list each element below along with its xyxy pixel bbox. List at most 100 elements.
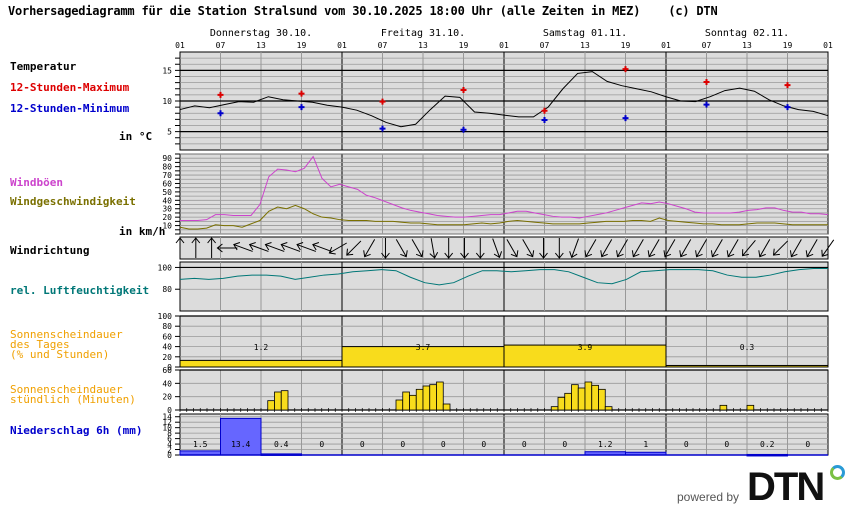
wind-arrow-icon <box>429 238 439 259</box>
hour-tick-label: 01 <box>337 41 347 50</box>
sunshine-hour-bar <box>422 385 431 411</box>
svg-text:12: 12 <box>162 418 172 427</box>
precipitation-value: 13.4 <box>231 440 250 449</box>
wind-arrow-icon <box>726 239 739 258</box>
label-temp-unit: in °C <box>119 130 153 143</box>
wind-arrow-icon <box>296 242 317 252</box>
wind-arrow-icon <box>710 239 723 258</box>
svg-text:20: 20 <box>162 213 172 222</box>
temperature-line <box>179 71 829 128</box>
svg-text:15: 15 <box>162 66 172 75</box>
sunshine-hour-bar <box>436 381 444 411</box>
min-marker <box>298 104 305 111</box>
wind-arrow-icon <box>600 239 613 258</box>
sunshine-day-label: 1.2 <box>254 343 269 352</box>
sunshine-hour-bar <box>402 391 410 411</box>
precipitation-value: 1 <box>643 440 648 449</box>
svg-text:0: 0 <box>167 363 172 372</box>
hour-tick-label: 01 <box>175 41 185 50</box>
min-marker <box>379 125 386 132</box>
svg-text:0: 0 <box>167 451 172 460</box>
wind-arrow-icon <box>280 242 301 252</box>
day-label: Sonntag 02.11. <box>705 28 789 39</box>
label-sonne-stunde: Sonnenscheindauer stündlich (Minuten) <box>10 383 136 406</box>
wind-arrow-icon <box>328 242 347 255</box>
day-label: Freitag 31.10. <box>381 28 465 39</box>
precipitation-value: 0 <box>522 440 527 449</box>
hour-tick-label: 07 <box>540 41 550 50</box>
hour-tick-label: 13 <box>256 41 266 50</box>
sunshine-day-bar <box>179 359 343 368</box>
svg-text:8: 8 <box>167 429 172 438</box>
wind-speed-line <box>179 204 828 230</box>
wind-arrow-icon <box>539 238 548 259</box>
wind-arrow-icon <box>381 238 390 259</box>
svg-text:80: 80 <box>162 285 172 294</box>
min-marker <box>622 115 629 122</box>
precipitation-bar <box>220 417 262 456</box>
sunshine-hour-bar <box>598 388 606 411</box>
sunshine-hour-bar <box>719 404 728 411</box>
label-windrichtung: Windrichtung <box>10 244 90 257</box>
label-min: 12-Stunden-Minimum <box>10 102 130 115</box>
min-marker <box>784 104 791 111</box>
dtn-logo-dot-icon <box>830 465 845 480</box>
wind-arrow-icon <box>758 239 771 258</box>
wind-arrow-icon <box>363 239 376 258</box>
hour-tick-label: 01 <box>823 41 833 50</box>
svg-text:2: 2 <box>167 446 172 455</box>
wind-arrow-icon <box>679 239 692 258</box>
sunshine-hour-bar <box>557 396 566 411</box>
hour-tick-label: 07 <box>216 41 226 50</box>
label-sonne-tag: Sonnenscheindauer des Tages (% und Stund… <box>10 328 123 361</box>
hour-tick-label: 07 <box>378 41 388 50</box>
wind-arrow-icon <box>742 240 756 257</box>
svg-text:60: 60 <box>162 366 172 375</box>
wind-arrow-icon <box>805 239 818 258</box>
precipitation-value: 0 <box>360 440 365 449</box>
hour-tick-label: 01 <box>499 41 509 50</box>
svg-text:20: 20 <box>162 353 172 362</box>
sunshine-hour-bar <box>267 400 275 411</box>
svg-text:60: 60 <box>162 179 172 188</box>
min-marker <box>217 110 224 117</box>
wind-arrow-icon <box>695 239 707 258</box>
precipitation-value: 1.5 <box>193 440 208 449</box>
svg-text:30: 30 <box>162 205 172 214</box>
wind-arrow-icon <box>616 239 628 258</box>
sunshine-hour-bar <box>746 404 755 411</box>
hour-tick-label: 19 <box>621 41 631 50</box>
wind-arrow-icon <box>772 240 789 256</box>
max-marker <box>784 82 791 89</box>
wind-arrow-icon <box>248 242 269 252</box>
precipitation-value: 0 <box>319 440 324 449</box>
precipitation-value: 0 <box>805 440 810 449</box>
wind-arrow-icon <box>460 238 469 259</box>
max-marker <box>622 66 629 73</box>
precipitation-value: 0 <box>724 440 729 449</box>
min-marker <box>703 101 710 108</box>
powered-by-text: powered by <box>677 490 740 504</box>
sunshine-hour-bar <box>429 384 437 411</box>
svg-text:90: 90 <box>162 154 172 163</box>
sunshine-hour-bar <box>564 392 572 411</box>
max-marker <box>703 79 710 86</box>
wind-arrow-icon <box>395 239 408 258</box>
wind-arrow-icon <box>233 242 253 252</box>
wind-arrow-icon <box>789 239 802 258</box>
sunshine-hour-bar <box>280 390 289 411</box>
day-label: Samstag 01.11. <box>543 28 627 39</box>
svg-text:5: 5 <box>167 128 172 137</box>
hour-tick-label: 07 <box>702 41 712 50</box>
wind-arrow-icon <box>569 238 580 259</box>
wind-arrow-icon <box>584 239 597 258</box>
max-marker <box>217 91 224 98</box>
sunshine-hour-bar <box>395 399 404 411</box>
wind-arrow-icon <box>506 239 519 258</box>
wind-arrow-icon <box>821 239 835 257</box>
sunshine-hour-bar <box>571 384 579 411</box>
sunshine-hour-bar <box>584 381 593 411</box>
svg-text:20: 20 <box>162 393 172 402</box>
sunshine-hour-bar <box>591 384 599 411</box>
sunshine-hour-bar <box>415 388 424 411</box>
